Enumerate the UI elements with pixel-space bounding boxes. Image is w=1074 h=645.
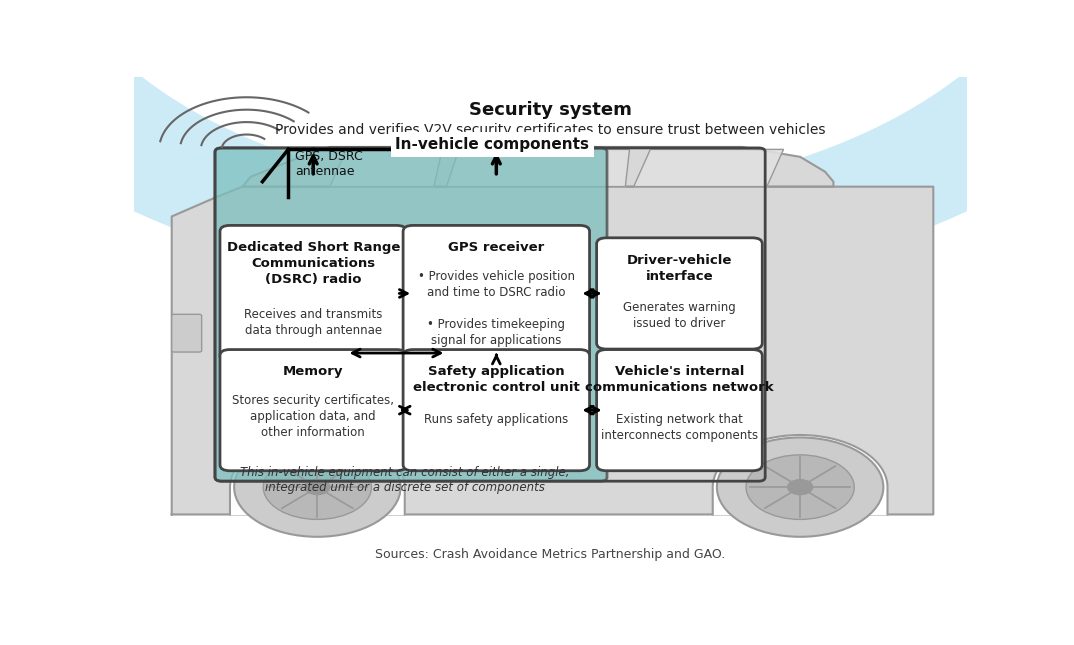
Text: Security system: Security system — [469, 101, 632, 119]
FancyBboxPatch shape — [220, 350, 406, 471]
Text: Existing network that
interconnects components: Existing network that interconnects comp… — [600, 413, 758, 442]
Polygon shape — [230, 435, 405, 515]
FancyBboxPatch shape — [215, 148, 607, 481]
FancyBboxPatch shape — [403, 225, 590, 361]
Text: Runs safety applications: Runs safety applications — [424, 413, 568, 426]
FancyBboxPatch shape — [172, 314, 202, 352]
Text: Dedicated Short Range
Communications
(DSRC) radio: Dedicated Short Range Communications (DS… — [227, 241, 400, 286]
Circle shape — [717, 437, 884, 537]
Text: Stores security certificates,
application data, and
other information: Stores security certificates, applicatio… — [232, 394, 394, 439]
Circle shape — [234, 437, 401, 537]
Polygon shape — [0, 0, 1074, 296]
Text: Provides and verifies V2V security certificates to ensure trust between vehicles: Provides and verifies V2V security certi… — [275, 123, 826, 137]
Polygon shape — [447, 150, 629, 186]
Text: This in-vehicle equipment can consist of either a single,
integrated unit or a d: This in-vehicle equipment can consist of… — [240, 466, 569, 494]
Circle shape — [746, 455, 854, 519]
Polygon shape — [634, 150, 784, 186]
Polygon shape — [172, 186, 933, 515]
Polygon shape — [713, 435, 887, 515]
Text: • Provides vehicle position
and time to DSRC radio

• Provides timekeeping
signa: • Provides vehicle position and time to … — [418, 270, 575, 347]
FancyBboxPatch shape — [220, 225, 406, 361]
Circle shape — [263, 455, 372, 519]
Text: Sources: Crash Avoidance Metrics Partnership and GAO.: Sources: Crash Avoidance Metrics Partner… — [375, 548, 726, 561]
Circle shape — [305, 480, 330, 495]
Text: Safety application
electronic control unit: Safety application electronic control un… — [412, 366, 580, 395]
Polygon shape — [243, 147, 833, 186]
FancyBboxPatch shape — [597, 238, 763, 349]
Polygon shape — [330, 150, 442, 186]
Circle shape — [787, 480, 813, 495]
Text: Receives and transmits
data through antennae: Receives and transmits data through ante… — [244, 308, 382, 337]
FancyBboxPatch shape — [403, 350, 590, 471]
Text: Generates warning
issued to driver: Generates warning issued to driver — [623, 301, 736, 330]
FancyBboxPatch shape — [597, 350, 763, 471]
Text: Memory: Memory — [282, 366, 344, 379]
Text: Driver-vehicle
interface: Driver-vehicle interface — [627, 253, 732, 283]
Text: In-vehicle components: In-vehicle components — [395, 137, 590, 152]
Text: GPS, DSRC
antennae: GPS, DSRC antennae — [295, 150, 363, 178]
Text: Vehicle's internal
communications network: Vehicle's internal communications networ… — [585, 366, 773, 395]
Text: GPS receiver: GPS receiver — [448, 241, 545, 254]
